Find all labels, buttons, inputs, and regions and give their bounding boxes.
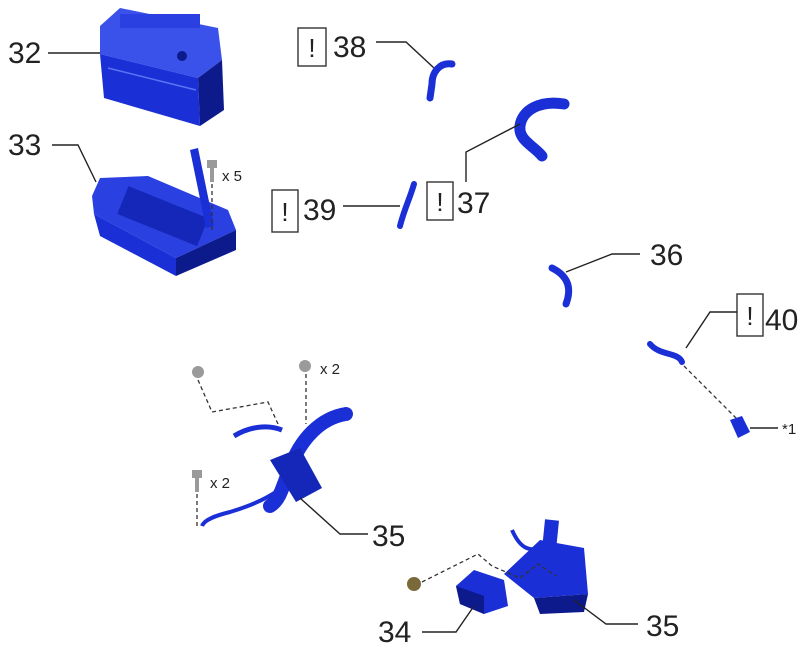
callout-35-lower: 35	[646, 610, 679, 643]
harness-part-35-upper	[200, 407, 353, 527]
qty-bolt-x5: x 5	[222, 168, 242, 185]
leader-36	[565, 253, 640, 273]
battery-part	[100, 8, 224, 126]
harness-part-35-lower	[504, 519, 588, 614]
leader-34	[422, 605, 475, 633]
dashline-nut-34	[421, 553, 557, 583]
warning-box-39	[271, 189, 299, 233]
callout-34: 34	[378, 616, 411, 649]
warning-icon-40: !	[746, 301, 753, 331]
cable-part-38	[426, 60, 456, 102]
callout-37: 37	[457, 187, 490, 220]
terminal-part-40	[730, 416, 750, 438]
callout-40: 40	[765, 304, 798, 337]
cable-part-37	[514, 97, 570, 162]
qty-nut-x2: x 2	[320, 361, 340, 378]
nut-icon-34	[407, 577, 421, 591]
qty-bolt-x2: x 2	[210, 475, 230, 492]
callout-36: 36	[650, 239, 683, 272]
callout-39: 39	[303, 194, 336, 227]
nut-icon-35b	[299, 360, 311, 372]
callout-32: 32	[8, 37, 41, 70]
warning-icon-37: !	[436, 187, 443, 217]
leader-38	[376, 41, 435, 69]
leader-37	[465, 123, 521, 182]
cable-part-36	[548, 264, 573, 308]
leader-35a	[299, 497, 368, 535]
callout-35-upper: 35	[372, 520, 405, 553]
bolt-icon-35	[192, 470, 202, 492]
warning-box-40	[736, 293, 764, 337]
warning-box-38	[297, 27, 327, 67]
dashline-40	[683, 365, 739, 421]
cable-part-39	[397, 181, 417, 229]
dashline-nut-a	[197, 379, 279, 425]
fuse-block-part-34	[456, 570, 508, 614]
warning-box-37	[426, 181, 454, 221]
callout-38: 38	[333, 31, 366, 64]
note-star-1: *1	[782, 421, 796, 438]
nut-icon-35a	[192, 366, 204, 378]
warning-icon-39: !	[281, 197, 288, 227]
leader-33	[52, 144, 97, 183]
bolt-icon-tray	[207, 160, 217, 182]
callout-33: 33	[8, 129, 41, 162]
battery-tray-part	[92, 148, 236, 276]
leader-40	[685, 311, 737, 349]
warning-icon-38: !	[308, 33, 315, 63]
cable-part-40	[647, 341, 685, 365]
leader-35b	[573, 599, 638, 625]
